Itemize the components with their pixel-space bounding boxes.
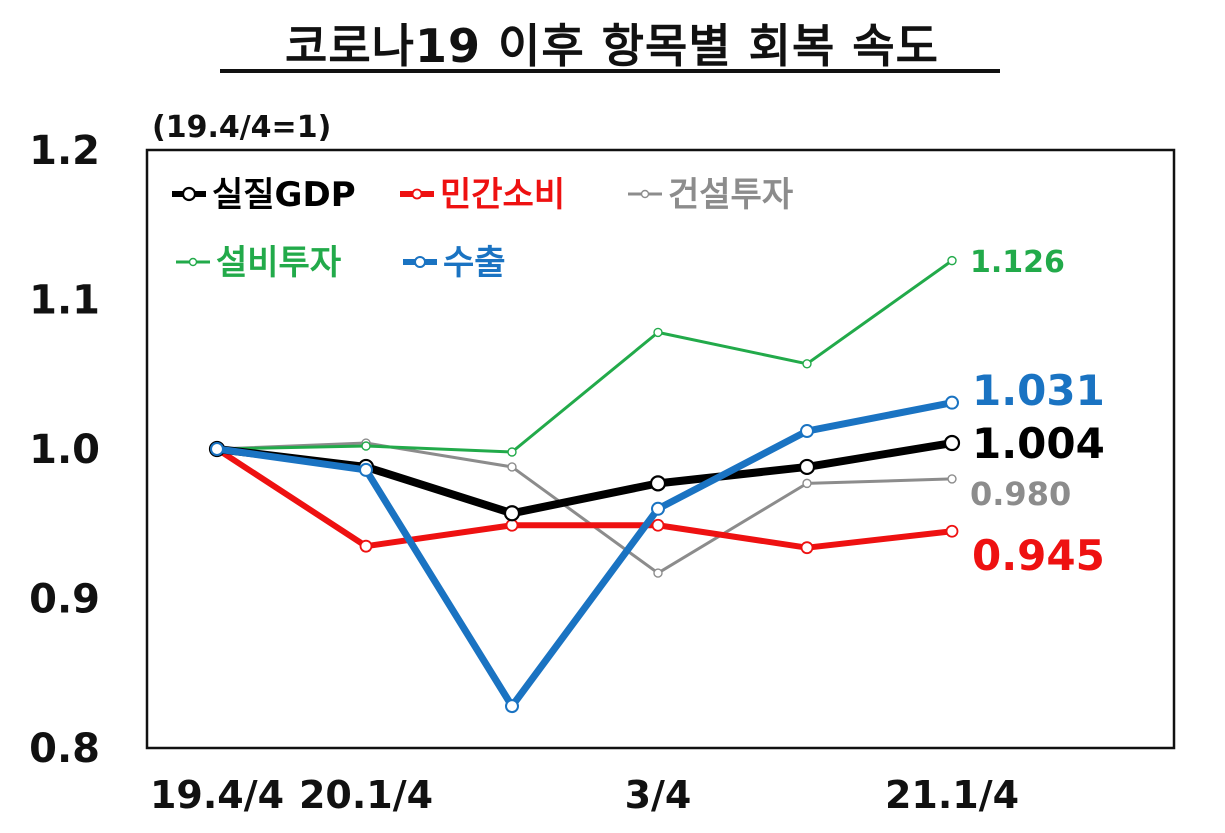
x-tick-label: 3/4 — [625, 773, 692, 817]
data-point — [359, 462, 373, 477]
data-point — [947, 474, 957, 484]
x-tick-label: 21.1/4 — [885, 773, 1019, 817]
plot-frame — [145, 148, 1176, 750]
series-line — [214, 446, 955, 551]
data-point — [653, 327, 663, 338]
legend-item: 민간소비 — [400, 175, 565, 215]
data-point — [505, 699, 519, 714]
legend-label: 민간소비 — [440, 175, 565, 215]
series-line — [215, 259, 954, 454]
data-point — [505, 518, 519, 532]
y-tick-label: 1.2 — [29, 128, 100, 174]
y-tick-label: 1.1 — [29, 278, 100, 324]
series-line — [213, 439, 956, 518]
data-point — [651, 501, 665, 516]
data-point — [945, 524, 959, 538]
series-group — [210, 395, 959, 714]
legend-label: 수출 — [443, 243, 506, 283]
y-tick-label: 0.9 — [29, 577, 100, 623]
data-point — [507, 447, 517, 457]
legend-swatch-marker — [640, 189, 650, 199]
unit-note: (19.4/4=1) — [152, 110, 331, 145]
end-labels: 1.004 0.945 0.980 1.126 1.031 — [970, 245, 1105, 580]
series-line — [215, 441, 954, 575]
data-point — [507, 462, 517, 472]
data-point — [800, 541, 814, 555]
legend-label: 설비투자 — [216, 243, 341, 283]
series-layer — [208, 255, 961, 714]
legend-swatch-marker — [411, 188, 423, 200]
data-point — [802, 478, 812, 489]
data-point — [359, 539, 373, 553]
series-group — [208, 434, 961, 522]
y-tick-label: 0.8 — [29, 726, 100, 772]
legend-item: 수출 — [403, 243, 506, 283]
legend-label: 건설투자 — [668, 175, 793, 215]
data-point — [503, 505, 521, 522]
data-point — [651, 518, 665, 532]
data-point — [649, 475, 667, 492]
legend-swatch-marker — [414, 256, 426, 268]
legend-label: 실질GDP — [212, 175, 356, 215]
end-value-label: 0.980 — [970, 475, 1071, 513]
data-point — [798, 458, 816, 476]
data-point — [653, 568, 663, 578]
y-axis-ticks: 0.8 0.9 1.0 1.1 1.2 — [29, 128, 100, 772]
legend-item: 건설투자 — [628, 175, 793, 215]
legend-swatch-marker — [188, 257, 198, 267]
legend-item: 설비투자 — [176, 243, 341, 283]
data-point — [802, 359, 812, 369]
series-group — [210, 442, 959, 555]
data-point — [945, 395, 959, 410]
data-point — [943, 434, 961, 452]
end-value-label: 1.031 — [972, 366, 1105, 415]
chart-title: 코로나19 이후 항목별 회복 속도 — [285, 19, 939, 73]
data-point — [947, 255, 957, 266]
end-value-label: 1.126 — [970, 245, 1065, 280]
x-tick-label: 19.4/4 — [150, 773, 284, 817]
x-tick-label: 20.1/4 — [299, 773, 433, 817]
x-axis-ticks: 19.4/4 20.1/4 3/4 21.1/4 — [150, 773, 1019, 817]
y-tick-label: 1.0 — [29, 427, 100, 473]
data-point — [361, 441, 371, 451]
data-point — [800, 424, 814, 439]
data-point — [210, 442, 224, 456]
end-value-label: 0.945 — [972, 531, 1105, 580]
legend-swatch-marker — [181, 186, 197, 202]
end-value-label: 1.004 — [972, 419, 1105, 468]
legend-item: 실질GDP — [172, 175, 356, 215]
series-line — [213, 399, 956, 710]
